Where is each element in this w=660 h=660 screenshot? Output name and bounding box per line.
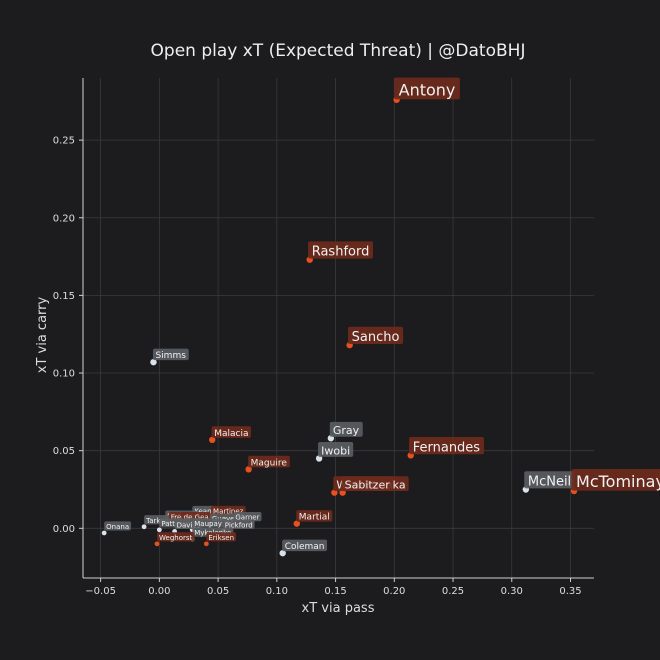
point-labels: Antony Rashford Sancho Simms Gray Iwobi Fernan… [104,77,660,552]
point-label-text: Eriksen [208,534,234,542]
point-label: Simms [152,348,189,361]
point-label-text: Martinez [213,507,244,515]
y-tick-label: 0.10 [53,369,75,380]
point-label-box [318,442,354,457]
point-label-text: McTominay [576,472,660,491]
x-tick-label: 0.00 [148,586,170,597]
point-label-box [329,421,363,437]
x-tick-label: 0.30 [501,586,523,597]
point-label-box [409,437,484,455]
point-label-text: Malacia [214,429,248,439]
data-point [154,541,160,547]
data-point [156,527,162,533]
y-tick-label: 0.15 [53,291,75,302]
point-label-box [394,77,460,100]
x-tick-label: 0.15 [324,586,346,597]
point-label-text: Maguire [251,458,288,468]
point-label-text: Fernandes [413,440,481,455]
x-tick-label: 0.10 [266,586,288,597]
point-label-text: Sabitzer [345,479,391,492]
point-label-text: Weghorst [159,534,193,542]
point-label-box [571,468,660,491]
point-label: Martial [296,510,333,523]
x-tick-label: 0.35 [559,586,581,597]
data-point [245,466,252,473]
point-label-text: Sancho [352,330,400,345]
point-label-text: Simms [155,351,186,361]
point-label: Weghorst [157,532,195,542]
point-label: Onana [104,521,132,531]
point-label-box [104,521,132,531]
x-tick-label: 0.20 [383,586,405,597]
data-point [203,541,209,547]
data-point [293,520,300,527]
point-label-box [308,241,373,259]
point-label-box [206,532,237,542]
point-label-box [192,518,224,528]
point-label: Rashford [308,241,373,260]
axes [79,78,594,582]
point-label-box [296,510,333,522]
point-label-box [157,532,195,542]
x-tick-label: −0.05 [85,586,116,597]
y-axis-label: xT via carry [35,296,50,373]
point-label-text: Gray [333,424,360,437]
point-label: Iwobi [318,442,354,457]
data-point [209,436,216,444]
x-tick-label: 0.25 [442,586,464,597]
point-label-box [348,326,404,344]
y-tick-label: 0.20 [53,213,75,224]
point-label-box [524,471,575,489]
point-label: Fernandes [409,437,484,455]
point-label-text: Fred [171,514,186,522]
point-label-text: de Gea [184,514,209,522]
point-label-box [341,476,394,492]
point-label: Sabitzer [341,476,394,492]
point-label-box [248,455,290,468]
x-tick-label: 0.05 [207,586,229,597]
y-tick-label: 0.05 [53,446,75,457]
point-label: Garner [233,512,262,522]
point-label: McTominay [571,468,660,491]
point-label-text: Davies [177,521,201,529]
point-label-text: Maupay [194,520,222,528]
point-label: McNeil [524,471,575,489]
data-point [279,549,286,557]
point-label: Gray [329,421,363,437]
point-label-text: Martial [299,513,330,523]
point-label: Pickford [222,519,255,529]
data-point [141,524,147,530]
y-tick-label: 0.25 [53,136,75,147]
y-tick-label: 0.00 [53,524,75,535]
data-point [150,358,157,366]
point-label: Maupay [192,518,224,528]
point-label-text: Rashford [312,245,370,260]
point-label-text: Iwobi [321,444,350,457]
point-label: Coleman [282,539,328,552]
point-label: Sancho [348,326,404,345]
point-label-text: Garner [235,514,259,522]
point-label-text: Coleman [285,542,325,552]
point-label: Antony [394,77,460,100]
point-label-box [233,512,262,522]
point-label-text: McNeil [528,474,571,489]
tick-labels: −0.05 0.00 0.05 0.10 0.15 0.20 0.25 0.30 0.35 0.0… [53,136,582,597]
chart-title: Open play xT (Expected Threat) | @DatoBH… [151,41,526,61]
point-label: Eriksen [206,532,237,542]
x-axis-label: xT via pass [302,601,375,616]
point-label-box [152,348,189,361]
point-label-text: Onana [106,523,129,531]
point-label-box [222,519,255,529]
point-label-text: Keane [194,507,216,515]
data-point [101,530,107,536]
point-label: Maguire [248,455,290,468]
point-label-text: Antony [399,81,456,100]
point-label-box [282,539,328,552]
point-label-box [211,426,252,438]
point-label: Malacia [211,426,252,439]
point-label-text: Pickford [225,521,253,529]
